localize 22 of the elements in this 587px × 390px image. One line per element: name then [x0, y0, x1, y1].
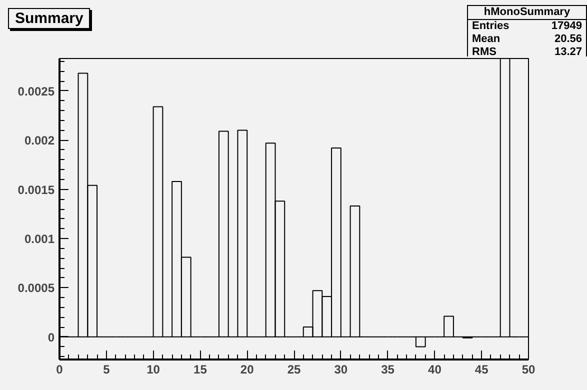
x-tick-label: 50 [522, 362, 536, 376]
y-tick-label: 0.001 [24, 232, 55, 246]
text: hMonoSummary [468, 6, 586, 20]
x-tick-label: 15 [194, 362, 208, 376]
x-tick-label: 35 [381, 362, 395, 376]
x-tick-label: 45 [474, 362, 489, 376]
y-tick-label: 0.0005 [18, 281, 55, 296]
x-tick-label: 30 [334, 362, 348, 376]
text: Mean 20.56 [472, 33, 582, 45]
text: RMS 13.27 [472, 46, 582, 58]
y-tick-label: 0 [48, 330, 55, 344]
x-tick-label: 5 [103, 362, 110, 376]
x-tick-label: 0 [56, 362, 64, 376]
x-tick-label: 40 [428, 362, 442, 376]
y-tick-label: 0.002 [24, 134, 55, 148]
y-tick-label: 0.0025 [18, 84, 55, 98]
x-tick-label: 25 [287, 362, 301, 376]
text: Entries 17949 [472, 20, 582, 32]
x-tick-label: 20 [240, 362, 254, 376]
y-tick-label: 0.0015 [18, 182, 55, 197]
x-tick-label: 10 [146, 362, 160, 376]
chart-title: Summary [8, 8, 90, 29]
